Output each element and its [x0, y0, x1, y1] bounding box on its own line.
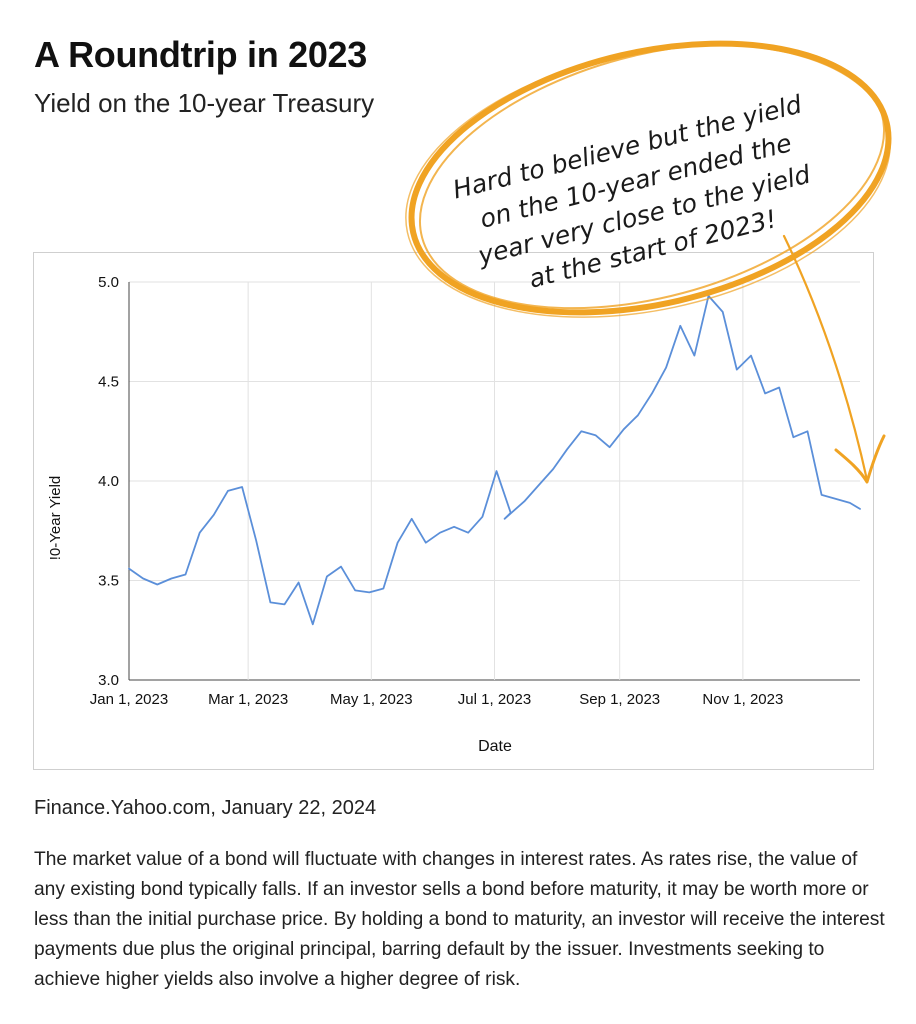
x-tick-label: Jul 1, 2023 — [458, 691, 531, 708]
x-tick-label: Sep 1, 2023 — [579, 691, 660, 708]
x-tick-label: May 1, 2023 — [330, 691, 413, 708]
disclaimer-text: The market value of a bond will fluctuat… — [34, 849, 885, 990]
y-tick-label: 3.0 — [98, 672, 119, 689]
x-tick-label: Nov 1, 2023 — [702, 691, 783, 708]
chart-grid — [128, 281, 860, 681]
y-tick-label: 4.0 — [98, 473, 119, 490]
y-axis-ticks: 3.0 3.5 4.0 4.5 5.0 — [98, 274, 119, 689]
series-line — [128, 295, 861, 626]
x-axis-ticks: Jan 1, 2023 Mar 1, 2023 May 1, 2023 Jul 1, … — [90, 691, 784, 708]
y-tick-label: 3.5 — [98, 573, 119, 590]
x-tick-label: Mar 1, 2023 — [208, 691, 288, 708]
page-title: A Roundtrip in 2023 — [34, 34, 367, 75]
x-tick-label: Jan 1, 2023 — [90, 691, 168, 708]
y-tick-label: 5.0 — [98, 274, 119, 291]
chart-frame: 3.0 3.5 4.0 4.5 5.0 Jan 1, 2023 Mar 1, 2023 Ma… — [33, 252, 874, 770]
y-tick-label: 4.5 — [98, 374, 119, 391]
page-subtitle: Yield on the 10-year Treasury — [34, 88, 375, 118]
yield-line-chart: 3.0 3.5 4.0 4.5 5.0 Jan 1, 2023 Mar 1, 2023 Ma… — [47, 274, 861, 755]
y-axis-label: !0-Year Yield — [47, 476, 64, 561]
x-axis-label: Date — [478, 738, 512, 755]
chart-series-layer — [128, 295, 861, 626]
source-citation: Finance.Yahoo.com, January 22, 2024 — [34, 797, 377, 819]
